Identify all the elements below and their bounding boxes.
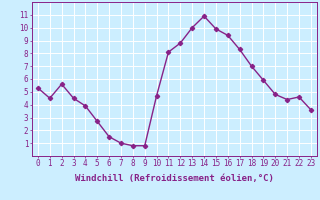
X-axis label: Windchill (Refroidissement éolien,°C): Windchill (Refroidissement éolien,°C) <box>75 174 274 183</box>
